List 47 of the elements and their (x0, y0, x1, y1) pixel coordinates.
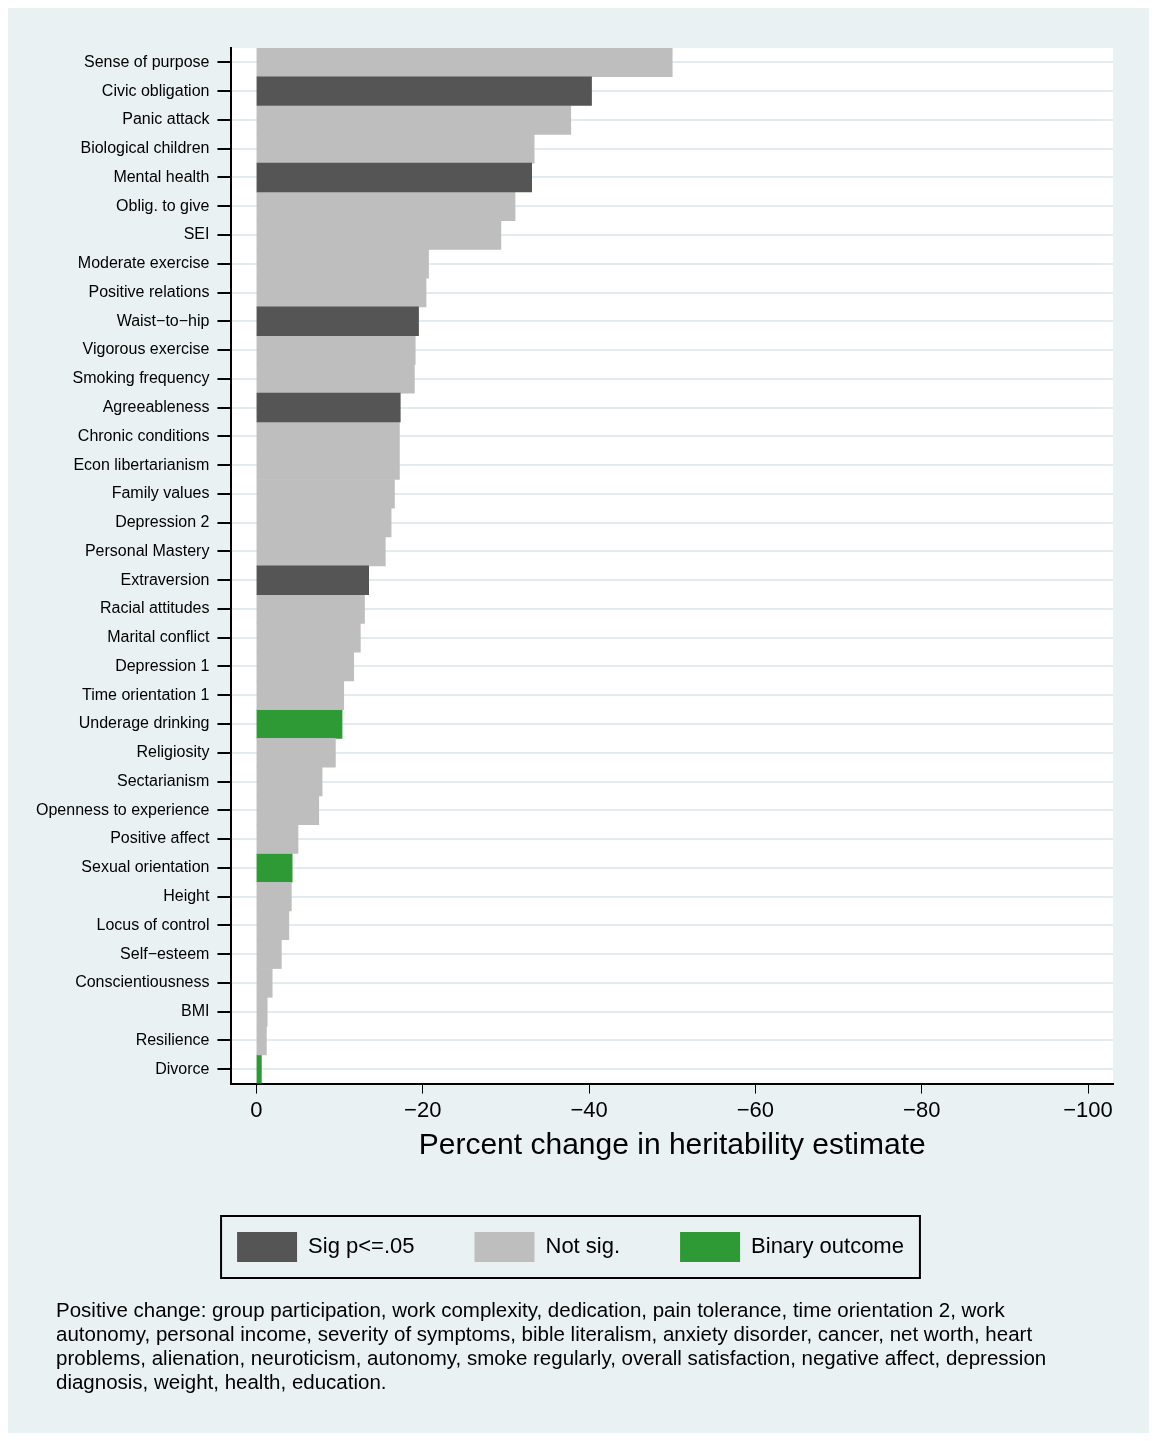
y-tick-label: Sense of purpose (84, 52, 210, 70)
legend-label: Not sig. (545, 1233, 621, 1259)
y-tick-label: Positive relations (88, 282, 210, 300)
y-tick-label: Extraversion (120, 570, 210, 588)
y-tick-label: Sexual orientation (81, 858, 210, 876)
y-tick-label: Mental health (113, 167, 210, 185)
y-tick-label: Divorce (155, 1059, 210, 1077)
y-tick-label: Marital conflict (107, 628, 210, 646)
y-tick-label: Econ libertarianism (73, 455, 210, 473)
y-tick-label: BMI (180, 1002, 210, 1020)
y-tick-label: Moderate exercise (77, 254, 210, 272)
y-tick-label: Civic obligation (101, 81, 210, 99)
y-tick-label: Depression 1 (115, 656, 210, 674)
x-tick-label: −100 (1063, 1096, 1113, 1122)
legend-label: Sig p<=.05 (308, 1233, 415, 1259)
x-axis-title: Percent change in heritability estimate (418, 1127, 926, 1161)
y-tick-label: Waist−to−hip (116, 311, 210, 329)
y-tick-label: Openness to experience (35, 800, 210, 818)
y-tick-label: Underage drinking (78, 714, 210, 732)
y-tick-label: Height (163, 887, 210, 905)
y-tick-label: Biological children (80, 139, 210, 157)
y-tick-label: Vigorous exercise (82, 340, 210, 358)
legend-label: Binary outcome (751, 1233, 904, 1259)
y-tick-label: SEI (183, 225, 210, 243)
x-tick-label: −20 (404, 1096, 442, 1122)
x-tick-label: −80 (903, 1096, 941, 1122)
y-tick-label: Religiosity (136, 743, 210, 761)
y-tick-label: Panic attack (122, 110, 211, 128)
y-tick-label: Smoking frequency (72, 369, 210, 387)
y-tick-label: Self−esteem (120, 944, 210, 962)
y-tick-label: Resilience (135, 1030, 210, 1048)
y-tick-label: Racial attitudes (100, 599, 210, 617)
y-tick-label: Oblig. to give (116, 196, 210, 214)
y-tick-label: Depression 2 (115, 513, 210, 531)
y-tick-label: Locus of control (96, 915, 210, 933)
y-tick-label: Family values (111, 484, 210, 502)
y-tick-label: Conscientiousness (75, 973, 210, 991)
y-tick-label: Agreeableness (102, 397, 210, 415)
x-tick-label: −40 (570, 1096, 608, 1122)
y-tick-label: Sectarianism (116, 771, 210, 789)
x-tick-label: 0 (250, 1096, 263, 1122)
text: Positive change: group participation, work complexity, dedication, pain tolerance, time orientation 2, work autonomy, personal income, severity of symptoms, bible literalism, anxiety disorder, cancer, net worth, heart problems, alienation, neuroticism, autonomy, smoke regularly, overall satisfaction, negative affect, depression diagnosis, weight, health, education. (56, 1298, 1048, 1394)
y-tick-label: Chronic conditions (77, 426, 210, 444)
y-tick-label: Personal Mastery (84, 541, 210, 559)
x-tick-label: −60 (736, 1096, 775, 1122)
y-tick-label: Time orientation 1 (81, 685, 210, 703)
y-tick-label: Positive affect (110, 829, 210, 847)
